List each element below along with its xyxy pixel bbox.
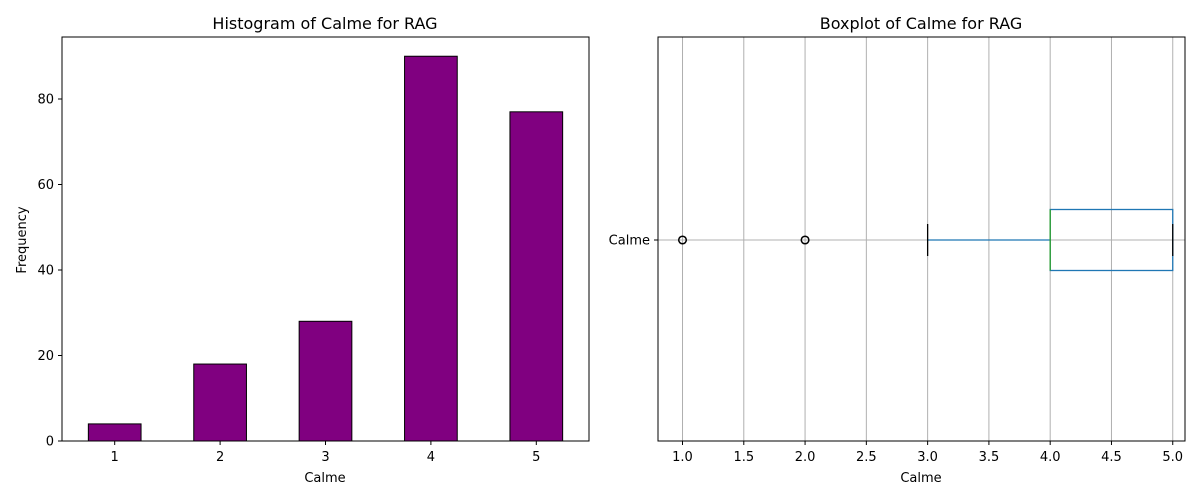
histogram-title: Histogram of Calme for RAG <box>212 14 437 33</box>
boxplot-y-tick-label: Calme <box>609 234 650 249</box>
histogram-axes-frame <box>61 36 590 442</box>
histogram-y-tick-label: 20 <box>37 349 54 364</box>
boxplot-x-tick-label: 3.0 <box>917 450 938 465</box>
histogram-x-tick-label: 5 <box>532 450 540 465</box>
histogram-x-axis-label: Calme <box>304 471 345 486</box>
boxplot-x-tick-label: 5.0 <box>1162 450 1183 465</box>
boxplot-panel: Boxplot of Calme for RAG Calme 1.0 1.5 2.0… <box>609 14 1186 486</box>
boxplot-x-tick-label: 1.5 <box>733 450 754 465</box>
histogram-y-tick-label: 0 <box>46 435 54 450</box>
histogram-x-tick-label: 1 <box>111 450 119 465</box>
boxplot-x-tick-label: 2.0 <box>795 450 816 465</box>
boxplot-x-tick-label: 4.5 <box>1101 450 1122 465</box>
histogram-bar-3 <box>298 320 353 442</box>
histogram-y-tick-label: 60 <box>37 178 54 193</box>
histogram-y-tick-label: 40 <box>37 263 54 278</box>
boxplot-x-tick-label: 1.0 <box>672 450 693 465</box>
boxplot-axes-frame <box>657 36 1186 442</box>
boxplot-title: Boxplot of Calme for RAG <box>820 14 1023 33</box>
histogram-bar-5 <box>509 111 564 442</box>
histogram-bar-4 <box>404 55 458 442</box>
boxplot-outlier-point <box>800 235 810 245</box>
boxplot-outlier-point <box>677 235 688 245</box>
histogram-bar-2 <box>193 363 247 442</box>
boxplot-x-axis-label: Calme <box>900 471 941 486</box>
histogram-y-tick-label: 80 <box>37 92 54 107</box>
boxplot-x-tick-label: 3.5 <box>979 450 1000 465</box>
histogram-x-tick-label: 2 <box>216 450 224 465</box>
boxplot-x-tick-label: 4.0 <box>1040 450 1061 465</box>
histogram-x-tick-label: 4 <box>427 450 435 465</box>
histogram-panel: Histogram of Calme for RAG Calme Frequen… <box>15 14 590 486</box>
histogram-y-axis-label: Frequency <box>15 206 30 273</box>
boxplot-x-tick-label: 2.5 <box>856 450 877 465</box>
histogram-x-tick-label: 3 <box>321 450 329 465</box>
histogram-bar-1 <box>87 423 142 442</box>
